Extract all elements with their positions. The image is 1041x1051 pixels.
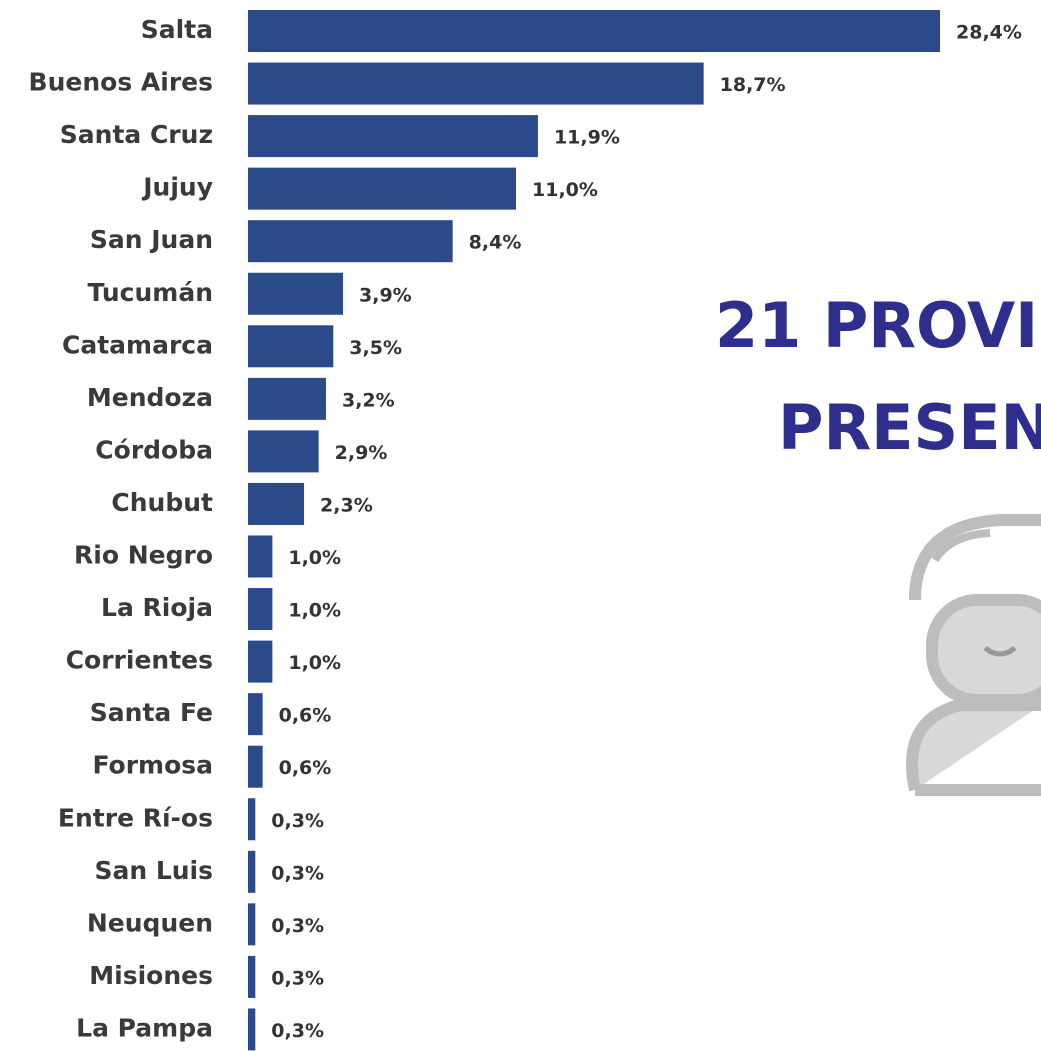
data-label: 8,4% — [469, 232, 522, 254]
bar — [248, 10, 940, 52]
y-tick-label: Santa Fe — [90, 698, 213, 727]
bar — [248, 220, 453, 263]
data-label: 0,6% — [279, 705, 332, 727]
y-tick-label: Santa Cruz — [60, 120, 213, 149]
bar — [248, 588, 273, 631]
y-tick-label: Catamarca — [62, 330, 213, 359]
data-label: 2,9% — [335, 442, 388, 464]
y-tick-label: Formosa — [92, 751, 213, 780]
y-tick-label: Mendoza — [87, 383, 213, 412]
y-tick-label: Misiones — [89, 961, 213, 990]
bar — [248, 640, 273, 683]
bar — [248, 167, 517, 210]
annotation: 21 PROVI — [715, 289, 1038, 362]
data-label: 0,3% — [271, 862, 324, 884]
bar — [248, 850, 256, 893]
bar — [248, 482, 305, 525]
bar — [248, 798, 256, 841]
y-tick-label: Neuquen — [87, 908, 213, 937]
bar — [248, 325, 334, 368]
bar — [248, 1008, 256, 1051]
data-label: 0,3% — [271, 810, 324, 832]
worker-icon — [906, 514, 1041, 796]
data-label: 1,0% — [288, 652, 341, 674]
bar — [248, 535, 273, 578]
y-tick-label: Salta — [141, 15, 213, 44]
y-tick-label: San Juan — [90, 225, 213, 254]
bar — [248, 62, 704, 105]
data-label: 18,7% — [720, 74, 786, 96]
bar — [248, 903, 256, 946]
y-tick-label: Chubut — [111, 488, 213, 517]
bar — [248, 115, 538, 158]
data-label: 0,3% — [271, 967, 324, 989]
data-label: 0,3% — [271, 915, 324, 937]
data-label: 1,0% — [288, 547, 341, 569]
y-tick-label: Tucumán — [88, 278, 213, 307]
y-tick-label: Jujuy — [141, 173, 213, 202]
bar — [248, 955, 256, 998]
annotation: PRESEN — [778, 391, 1041, 464]
bar — [248, 745, 263, 788]
y-tick-label: Buenos Aires — [29, 68, 213, 97]
data-label: 0,3% — [271, 1020, 324, 1042]
y-tick-label: Rio Negro — [74, 541, 213, 570]
data-label: 3,5% — [349, 337, 402, 359]
data-label: 3,2% — [342, 389, 395, 411]
data-label: 0,6% — [279, 757, 332, 779]
bar — [248, 272, 344, 315]
y-tick-label: Entre Rí-os — [58, 803, 213, 832]
data-label: 3,9% — [359, 284, 412, 306]
data-label: 11,0% — [532, 179, 598, 201]
bar — [248, 693, 263, 736]
y-tick-label: La Rioja — [101, 593, 213, 622]
data-label: 28,4% — [956, 22, 1022, 44]
y-tick-label: La Pampa — [76, 1013, 213, 1042]
data-label: 11,9% — [554, 127, 620, 149]
y-tick-label: San Luis — [94, 856, 213, 885]
bar — [248, 430, 319, 473]
data-label: 1,0% — [288, 600, 341, 622]
y-tick-label: Corrientes — [66, 646, 213, 675]
bar — [248, 377, 326, 420]
data-label: 2,3% — [320, 494, 373, 516]
y-tick-label: Córdoba — [95, 435, 213, 464]
